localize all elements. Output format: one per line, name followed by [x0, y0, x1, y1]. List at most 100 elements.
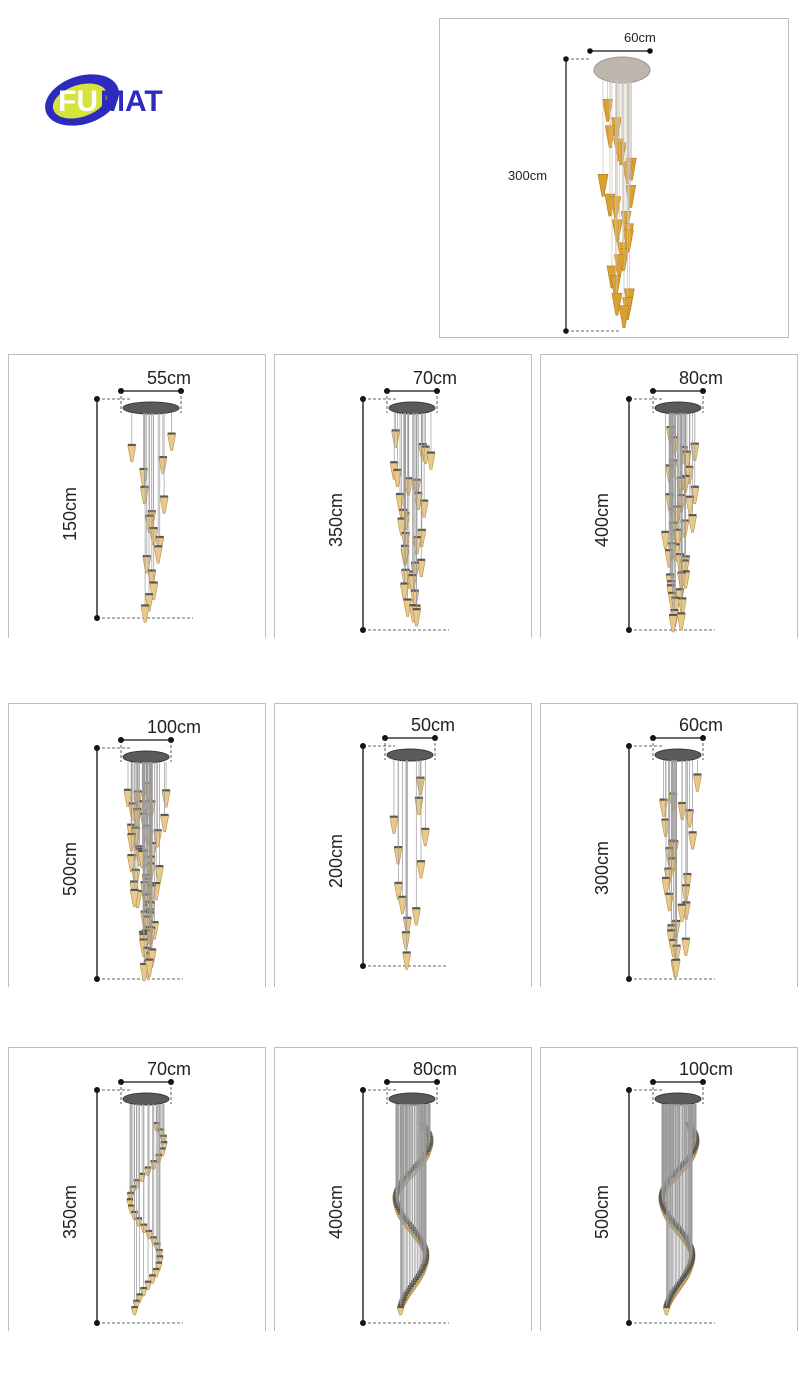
crystal-pendant — [661, 878, 671, 896]
pendant-cap — [135, 1217, 143, 1220]
pendant-cap — [140, 485, 149, 488]
pendant-cap — [677, 1279, 685, 1282]
pendant-cap — [421, 1261, 428, 1264]
crystal-pendant — [659, 800, 668, 817]
pendant-cap — [676, 1281, 683, 1284]
pendant-cap — [414, 796, 423, 799]
pendant-cap — [663, 1303, 671, 1306]
pendant-cap — [411, 1280, 418, 1283]
pendant-cap — [689, 1150, 696, 1153]
dimension-dot — [587, 48, 593, 54]
crystal-pendant — [677, 803, 687, 821]
hero-product-panel: 60cm 300cm — [439, 18, 789, 338]
pendant-cap — [400, 544, 409, 547]
pendant-cap — [669, 938, 678, 941]
pendant-cap — [127, 853, 136, 856]
pendant-cap — [144, 1280, 152, 1283]
crystal-pendant — [401, 932, 411, 950]
pendant-cap — [131, 868, 140, 871]
pendant-cap — [661, 876, 670, 879]
pendant-cap — [675, 1227, 683, 1230]
variant-drawing-9 — [626, 1079, 715, 1326]
pendant-cap — [683, 1270, 690, 1273]
crystal-pendant — [395, 494, 405, 512]
pendant-cap — [153, 829, 162, 832]
pendant-cap — [422, 1257, 430, 1260]
variant-height-label: 500cm — [60, 841, 80, 896]
pendant-cap — [389, 815, 398, 818]
pendant-cap — [140, 962, 149, 965]
pendant-cap — [659, 1200, 666, 1203]
dimension-dot — [647, 48, 653, 54]
crystal-pendant — [611, 292, 623, 316]
pendant-cap — [154, 545, 163, 548]
pendant-cap — [409, 1282, 416, 1285]
pendant-cap — [666, 584, 675, 587]
pendant-cap — [160, 1141, 168, 1144]
pendant-cap — [152, 1267, 160, 1270]
pendant-cap — [662, 1208, 669, 1211]
logo-text-part-1: FU — [58, 85, 98, 118]
pendant-cap — [133, 808, 142, 811]
crystal-pendant — [420, 829, 430, 847]
pendant-cap — [687, 1262, 694, 1265]
variant-width-label: 55cm — [147, 368, 192, 388]
pendant-cap — [153, 1122, 160, 1124]
pendant-cap — [408, 1168, 416, 1171]
pendant-cap — [679, 1277, 686, 1280]
pendant-cap — [412, 536, 421, 539]
pendant-cap — [425, 1147, 432, 1150]
pendant-cap — [672, 1223, 679, 1226]
pendant-cap — [403, 1219, 411, 1222]
pendant-cap — [141, 604, 150, 607]
pendant-cap — [690, 1130, 698, 1133]
variant-panel-8: 80cm 400cm — [274, 1047, 532, 1331]
crystal-pendant — [145, 960, 154, 977]
pendant-cap — [398, 1301, 405, 1304]
pendant-cap — [674, 1283, 682, 1286]
variant-panel-2: 70cm 350cm — [274, 354, 532, 638]
pendant-cap — [128, 1204, 135, 1207]
ceiling-canopy — [388, 401, 436, 415]
variant-height-label: 350cm — [60, 1184, 80, 1239]
pendant-cap — [688, 514, 697, 517]
pendant-cap — [156, 1248, 163, 1251]
pendant-cap — [142, 554, 151, 557]
pendant-cap — [672, 944, 681, 947]
crystal-pendant — [688, 832, 698, 850]
pendant-cap — [394, 1205, 402, 1208]
pendant-cap — [661, 818, 670, 821]
crystal-pendant — [160, 815, 169, 833]
pendant-cap — [417, 1238, 425, 1241]
pendant-cap — [159, 1147, 166, 1150]
pendant-cap — [149, 581, 158, 584]
variant-height-label: 300cm — [592, 840, 612, 895]
pendant-cap — [141, 929, 150, 932]
pendant-cap — [134, 845, 143, 848]
pendant-cap — [402, 951, 411, 954]
variant-panel-3: 80cm 400cm — [540, 354, 798, 638]
pendant-cap — [140, 910, 149, 913]
variant-drawing-8 — [360, 1079, 449, 1326]
crystal-pendant — [398, 897, 407, 915]
pendant-cap — [687, 1260, 695, 1263]
pendant-cap — [403, 1292, 410, 1295]
crystal-pendant — [664, 894, 674, 912]
pendant-cap — [393, 1203, 401, 1206]
pendant-cap — [397, 1303, 405, 1306]
pendant-cap — [666, 1297, 673, 1300]
crystal-pendant — [396, 1307, 405, 1316]
pendant-cap — [688, 1258, 695, 1261]
pendant-cap — [402, 1175, 409, 1178]
variant-height-label: 400cm — [326, 1184, 346, 1239]
pendant-cap — [683, 872, 692, 875]
pendant-cap — [160, 1134, 167, 1137]
ceiling-canopy — [386, 748, 434, 762]
pendant-cap — [659, 1202, 667, 1205]
hero-height-label: 300cm — [508, 168, 548, 183]
ceiling-canopy — [122, 1092, 170, 1106]
pendant-cap — [675, 588, 684, 591]
pendant-cap — [395, 1208, 403, 1211]
pendant-cap — [147, 569, 156, 572]
pendant-cap — [672, 1287, 679, 1290]
